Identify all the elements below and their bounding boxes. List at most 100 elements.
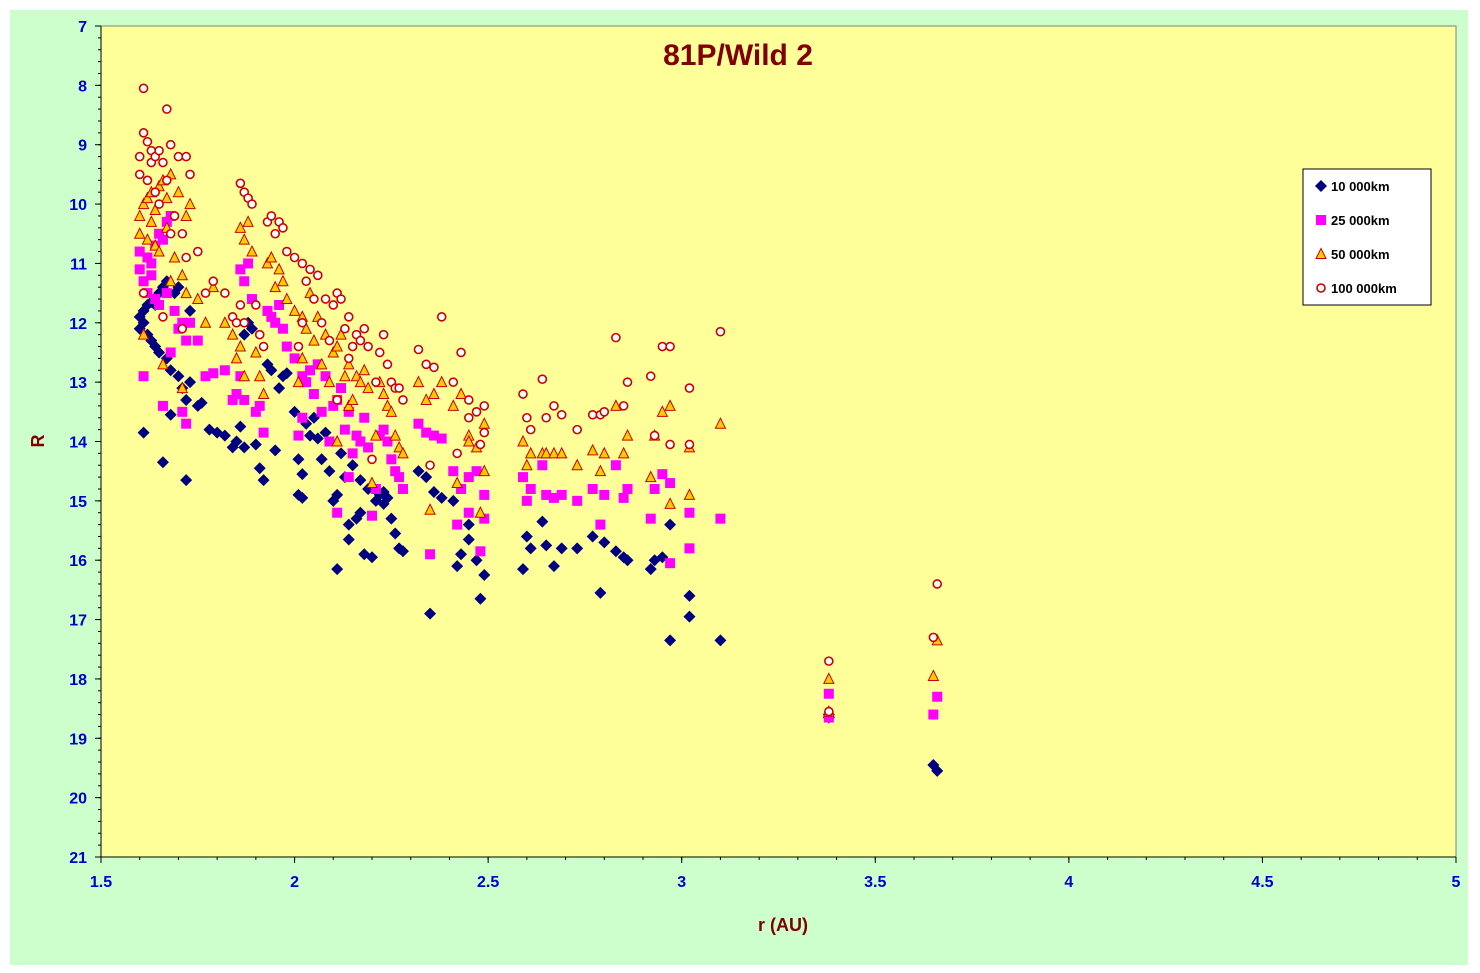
data-point — [451, 560, 464, 573]
data-point — [138, 128, 149, 138]
data-point — [226, 328, 239, 340]
data-point — [518, 389, 528, 399]
data-point — [412, 465, 425, 478]
data-point — [162, 175, 172, 186]
data-point — [412, 375, 425, 388]
data-point — [478, 464, 491, 477]
data-point — [324, 436, 335, 447]
data-point — [621, 428, 634, 441]
data-point — [474, 506, 487, 518]
y-axis-title: R — [28, 435, 48, 448]
y-tick-label: 10 — [69, 197, 87, 214]
data-point — [339, 424, 350, 435]
data-point — [617, 446, 630, 459]
data-point — [359, 412, 370, 423]
data-point — [257, 474, 270, 487]
data-point — [522, 412, 532, 423]
data-point — [540, 446, 553, 459]
data-point — [609, 545, 622, 558]
data-point — [281, 292, 293, 305]
data-point — [245, 322, 258, 335]
data-point — [297, 258, 308, 269]
data-point — [622, 483, 633, 494]
data-point — [289, 353, 300, 364]
data-point — [181, 252, 191, 263]
data-point — [269, 444, 282, 457]
data-point — [208, 276, 219, 287]
data-point — [362, 381, 374, 394]
data-point — [611, 332, 621, 343]
data-point — [231, 317, 242, 328]
data-point — [192, 246, 203, 257]
data-point — [621, 554, 634, 567]
data-point — [428, 387, 440, 400]
data-point — [354, 375, 367, 388]
data-point — [254, 329, 265, 340]
data-point — [319, 426, 332, 439]
data-point — [355, 335, 366, 346]
data-point — [413, 344, 424, 355]
data-point — [282, 246, 292, 257]
data-point — [273, 262, 285, 275]
data-point — [378, 424, 389, 435]
data-point — [823, 688, 834, 699]
data-point — [253, 369, 266, 382]
data-point — [169, 305, 180, 316]
data-point — [301, 377, 312, 388]
data-point — [366, 551, 378, 564]
data-point — [598, 536, 611, 549]
data-point — [199, 316, 212, 328]
data-point — [555, 542, 568, 555]
x-tick-label: 3.5 — [864, 874, 886, 891]
data-point — [451, 476, 463, 489]
data-point — [239, 317, 250, 328]
data-point — [363, 341, 373, 352]
data-point — [714, 634, 727, 647]
data-point — [296, 351, 309, 364]
data-point — [571, 458, 583, 471]
data-point — [342, 518, 355, 531]
data-point — [386, 454, 397, 465]
data-point — [292, 375, 305, 388]
data-point — [595, 519, 606, 530]
data-point — [346, 459, 359, 472]
data-point — [343, 406, 354, 417]
data-point — [331, 563, 344, 576]
data-point — [389, 428, 402, 441]
data-point — [324, 335, 335, 346]
data-point — [164, 408, 177, 421]
data-point — [343, 312, 354, 322]
data-point — [158, 157, 168, 168]
data-point — [162, 104, 172, 114]
data-point — [261, 256, 274, 269]
data-point — [137, 316, 150, 329]
data-point — [219, 316, 231, 328]
data-point — [371, 377, 381, 387]
data-point — [370, 428, 382, 441]
data-point — [684, 507, 695, 518]
data-point — [207, 280, 220, 293]
data-point — [425, 549, 436, 560]
data-point — [320, 371, 331, 382]
y-tick-label: 17 — [69, 613, 87, 630]
data-point — [420, 471, 433, 484]
data-point — [547, 560, 560, 573]
data-point — [269, 280, 282, 293]
y-tick-label: 20 — [69, 791, 87, 808]
data-point — [521, 458, 533, 471]
data-point — [158, 312, 168, 322]
data-point — [455, 387, 467, 400]
data-point — [320, 294, 331, 304]
data-point — [420, 393, 433, 405]
data-point — [355, 436, 366, 447]
data-point — [479, 513, 490, 524]
legend-label: 10 000km — [1331, 179, 1390, 194]
data-point — [250, 345, 262, 358]
data-point — [456, 483, 467, 494]
data-point — [340, 323, 350, 334]
data-point — [180, 286, 192, 299]
data-point — [665, 478, 676, 489]
data-point — [610, 460, 621, 471]
data-point — [471, 407, 482, 417]
data-point — [278, 223, 288, 233]
